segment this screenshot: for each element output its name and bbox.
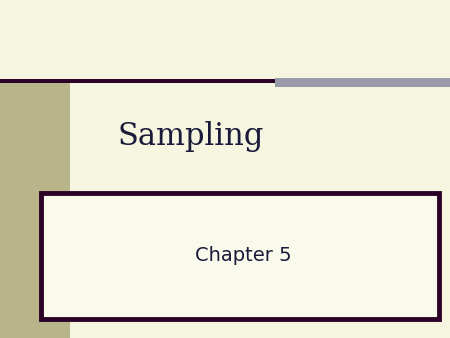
Text: Chapter 5: Chapter 5 (195, 246, 291, 265)
Bar (0, 81, 70, 338)
Text: Sampling: Sampling (117, 121, 263, 152)
Bar (0, 79, 450, 83)
Bar (40, 193, 439, 319)
Bar (274, 78, 450, 87)
